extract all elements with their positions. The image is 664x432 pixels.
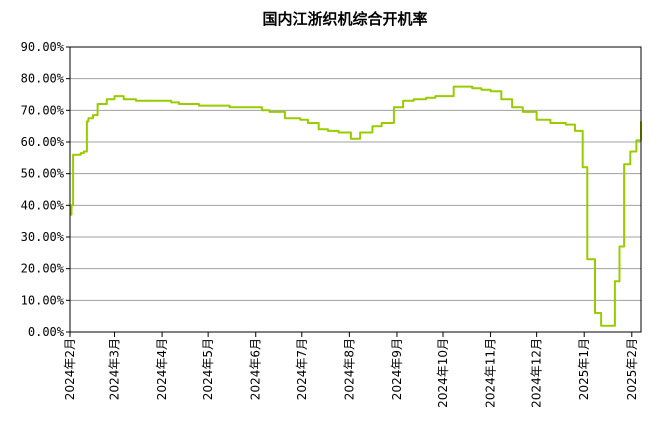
x-tick-label: 2024年7月 — [295, 338, 309, 400]
y-tick-label: 20.00% — [21, 262, 65, 276]
plot-frame — [69, 46, 642, 333]
x-tick-label: 2024年3月 — [108, 338, 122, 400]
y-tick-label: 10.00% — [21, 293, 65, 307]
y-tick-label: 30.00% — [21, 230, 65, 244]
x-tick-label: 2024年11月 — [484, 338, 498, 408]
x-tick-label: 2025年1月 — [577, 338, 591, 400]
y-axis: 90.00% 80.00% 70.00% 60.00% 50.00% 40.00% 30.0… — [21, 40, 70, 339]
x-tick-label: 2024年12月 — [530, 338, 544, 408]
y-tick-label: 90.00% — [21, 40, 65, 54]
series-group — [70, 85, 642, 327]
y-tick-label: 70.00% — [21, 103, 65, 117]
y-tick-label: 0.00% — [28, 325, 65, 339]
y-tick-label: 60.00% — [21, 135, 65, 149]
x-tick-label: 2024年2月 — [63, 338, 77, 400]
y-tick-label: 40.00% — [21, 198, 65, 212]
series-line — [70, 85, 642, 327]
x-tick-label: 2024年10月 — [436, 338, 450, 408]
x-axis: 2024年2月 2024年3月 2024年4月 2024年5月 2024年6月 2024年… — [63, 332, 639, 408]
chart-title: 国内江浙织机综合开机率 — [262, 10, 427, 28]
x-tick-label: 2024年5月 — [201, 338, 215, 400]
x-tick-label: 2024年9月 — [390, 338, 404, 400]
y-tick-label: 80.00% — [21, 72, 65, 86]
x-tick-label: 2024年4月 — [155, 338, 169, 400]
y-tick-label: 50.00% — [21, 167, 65, 181]
x-tick-label: 2024年6月 — [249, 338, 263, 400]
x-tick-label: 2024年8月 — [342, 338, 356, 400]
x-tick-label: 2025年2月 — [625, 338, 639, 400]
grid — [70, 46, 641, 333]
